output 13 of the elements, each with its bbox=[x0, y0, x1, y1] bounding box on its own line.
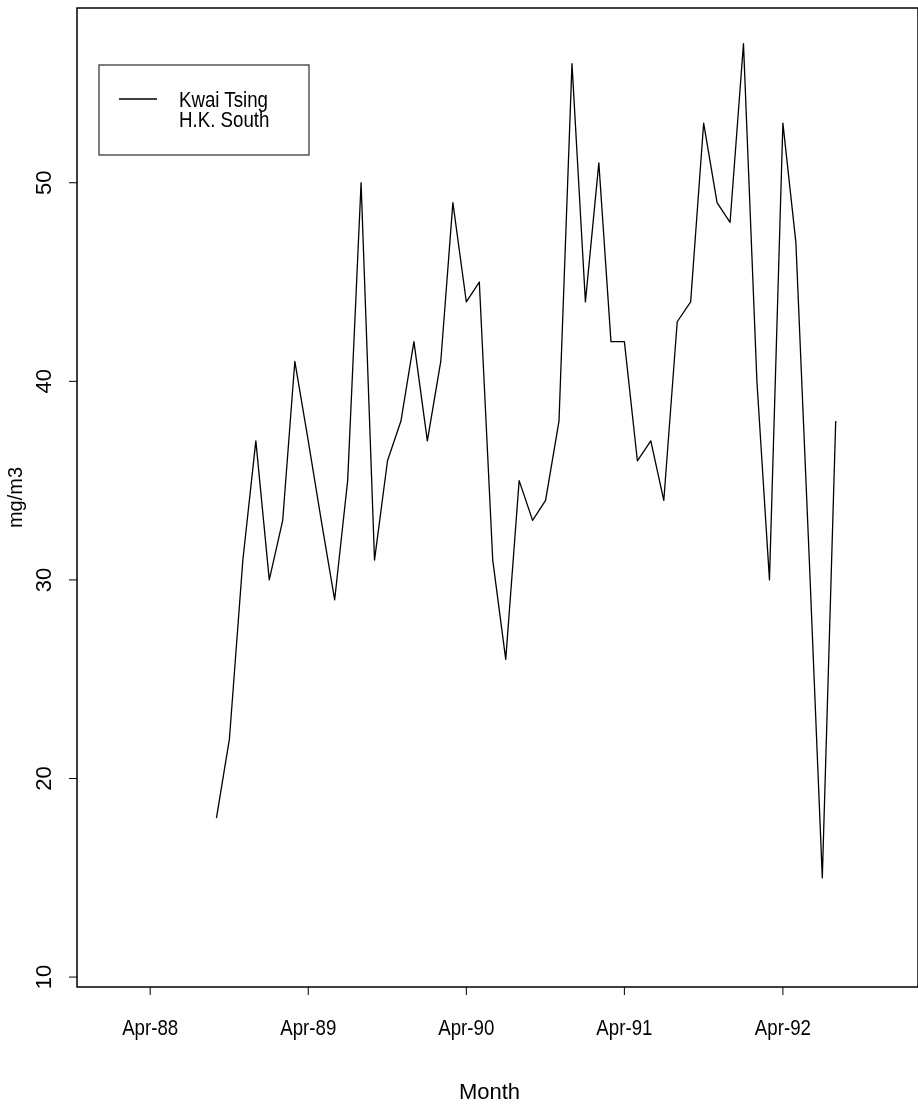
legend-label: Kwai Tsing bbox=[179, 87, 268, 112]
y-tick-label: 20 bbox=[30, 766, 56, 791]
x-tick-label: Apr-91 bbox=[596, 1015, 653, 1040]
y-tick-label: 10 bbox=[30, 964, 56, 990]
y-tick-label: 40 bbox=[30, 369, 56, 394]
y-axis-title: mg/m3 bbox=[4, 466, 26, 529]
x-tick-label: Apr-89 bbox=[280, 1015, 337, 1040]
x-tick-label: Apr-88 bbox=[122, 1015, 179, 1040]
y-tick-label: 50 bbox=[30, 170, 56, 195]
x-axis-title: Month bbox=[458, 1079, 521, 1104]
x-tick-label: Apr-92 bbox=[754, 1015, 811, 1040]
x-tick-label: Apr-90 bbox=[438, 1015, 495, 1040]
y-tick-label: 30 bbox=[30, 567, 56, 593]
